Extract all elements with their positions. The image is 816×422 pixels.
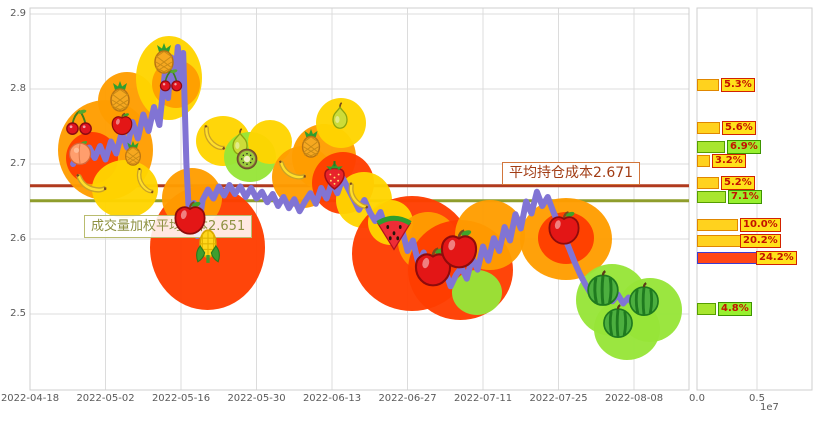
sticker-pineapple-icon xyxy=(120,140,146,166)
volume-bar-label: 3.2% xyxy=(712,154,746,168)
sticker-blob xyxy=(150,185,265,310)
volume-axis-tick-label: 0.5 xyxy=(749,393,765,404)
sticker-blob xyxy=(58,100,153,200)
sticker-blob xyxy=(520,198,612,280)
sticker-blob xyxy=(92,160,158,218)
sticker-peach-icon xyxy=(66,138,94,166)
sticker-banana-icon xyxy=(276,154,308,186)
volume-bar xyxy=(697,141,725,153)
sticker-pineapple-icon xyxy=(148,42,180,74)
x-axis-tick-label: 2022-05-30 xyxy=(227,393,286,404)
sticker-blob xyxy=(316,98,366,148)
volume-bar xyxy=(697,122,720,134)
volume-axis-tick-label: 0.0 xyxy=(689,393,705,404)
sticker-blob xyxy=(272,146,334,208)
x-axis-tick-label: 2022-05-16 xyxy=(151,393,211,404)
sticker-blob xyxy=(248,120,292,164)
y-axis-tick-label: 2.7 xyxy=(10,158,26,169)
sticker-blob xyxy=(352,196,472,311)
sticker-blob xyxy=(66,132,118,184)
sticker-apple-icon xyxy=(546,210,582,246)
sticker-pineapple-icon xyxy=(104,80,136,112)
x-axis-tick-label: 2022-06-27 xyxy=(378,393,437,404)
y-axis-tick-label: 2.5 xyxy=(10,308,26,319)
sticker-watermelon-icon xyxy=(584,270,622,308)
sticker-pear-icon xyxy=(226,128,254,156)
volume-bar xyxy=(697,155,710,167)
sticker-cherry-icon xyxy=(158,68,184,94)
sticker-blob xyxy=(98,72,156,130)
volume-bar xyxy=(697,191,726,203)
sticker-blob xyxy=(408,220,513,320)
x-axis-tick-label: 2022-08-08 xyxy=(604,393,664,404)
sticker-kiwi-icon xyxy=(234,146,260,172)
sticker-pineapple-icon xyxy=(296,128,326,158)
volume-bar xyxy=(697,303,716,315)
vwap-cost-label: 成交量加权平均成本2.651 xyxy=(84,214,253,238)
sticker-blob xyxy=(538,212,594,264)
sticker-blob xyxy=(196,116,250,166)
x-axis-tick-label: 2022-04-18 xyxy=(0,393,60,404)
sticker-strawberry-icon xyxy=(318,158,351,191)
y-axis-tick-label: 2.9 xyxy=(10,8,26,19)
sticker-watermelon-icon xyxy=(626,282,662,318)
sticker-blob xyxy=(618,278,682,342)
sticker-watermelon-slice-icon xyxy=(374,212,414,252)
volume-bar-label: 6.9% xyxy=(727,140,761,154)
y-axis-tick-label: 2.8 xyxy=(10,83,26,94)
sticker-blob xyxy=(398,212,458,272)
sticker-pear-icon xyxy=(326,102,354,130)
sticker-banana-icon xyxy=(341,179,375,213)
sticker-apple-icon xyxy=(412,246,454,288)
sticker-banana-icon xyxy=(198,122,230,154)
sticker-blob xyxy=(368,200,413,245)
sticker-banana-icon xyxy=(128,164,161,197)
sticker-blob xyxy=(336,172,392,228)
x-axis-tick-label: 2022-07-25 xyxy=(529,393,588,404)
sticker-blob xyxy=(312,152,374,214)
x-axis-tick-label: 2022-06-13 xyxy=(302,393,362,404)
volume-bar-label: 5.2% xyxy=(721,176,755,190)
sticker-apple-icon xyxy=(110,112,134,136)
sticker-blob xyxy=(576,264,648,336)
volume-bar-label: 5.3% xyxy=(721,78,755,92)
volume-bar-label: 5.6% xyxy=(722,121,756,135)
y-axis-tick-label: 2.6 xyxy=(10,233,26,244)
sticker-blob xyxy=(594,298,660,360)
sticker-blob xyxy=(455,200,525,270)
sticker-blob xyxy=(292,124,356,190)
sticker-blob xyxy=(152,60,200,108)
sticker-apple-icon xyxy=(438,228,480,270)
sticker-cherry-icon xyxy=(64,108,94,138)
volume-bar xyxy=(697,79,719,91)
volume-bar-label: 24.2% xyxy=(756,251,797,265)
x-axis-tick-label: 2022-07-11 xyxy=(453,393,513,404)
sticker-banana-icon xyxy=(73,165,110,202)
average-holding-cost-label: 平均持仓成本2.671 xyxy=(502,161,641,185)
volume-bar-label: 20.2% xyxy=(740,234,781,248)
volume-bar-label: 7.1% xyxy=(728,190,762,204)
x-axis-tick-label: 2022-05-02 xyxy=(76,393,135,404)
sticker-watermelon-icon xyxy=(600,304,636,340)
volume-scale-label: 1e7 xyxy=(760,402,779,413)
sticker-blob xyxy=(224,132,276,182)
sticker-blob xyxy=(452,270,502,315)
sticker-blob xyxy=(136,36,202,120)
volume-bar xyxy=(697,219,738,231)
volume-bar-label: 4.8% xyxy=(718,302,752,316)
volume-bar xyxy=(697,177,719,189)
volume-bar-label: 10.0% xyxy=(740,218,781,232)
